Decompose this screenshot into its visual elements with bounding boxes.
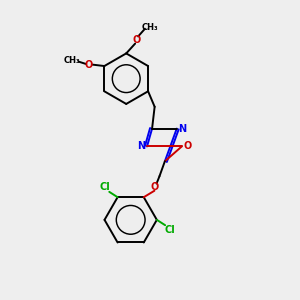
Text: O: O [151,182,159,192]
Text: N: N [138,141,146,152]
Text: CH₃: CH₃ [142,23,159,32]
Text: O: O [85,59,93,70]
Text: N: N [178,124,186,134]
Text: O: O [183,141,191,152]
Text: CH₃: CH₃ [64,56,80,65]
Text: O: O [133,35,141,45]
Text: Cl: Cl [99,182,110,192]
Text: Cl: Cl [164,225,175,235]
